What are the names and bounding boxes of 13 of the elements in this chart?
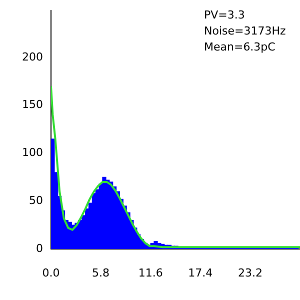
x-tick-label: 17.4 bbox=[188, 266, 213, 280]
annotation: PV=3.3 bbox=[204, 8, 245, 22]
x-tick-label: 0.0 bbox=[42, 266, 60, 280]
x-tick-label: 11.6 bbox=[138, 266, 163, 280]
x-tick-label: 23.2 bbox=[238, 266, 262, 280]
y-tick-label: 50 bbox=[29, 194, 43, 207]
y-tick-label: 150 bbox=[22, 98, 43, 112]
x-tick-label: 5.8 bbox=[92, 266, 110, 280]
y-tick-label: 0 bbox=[36, 242, 43, 255]
y-tick-label: 100 bbox=[22, 146, 43, 160]
annotation: Noise=3173Hz bbox=[204, 24, 286, 38]
annotation: Mean=6.3pC bbox=[204, 40, 276, 54]
y-tick-label: 200 bbox=[22, 50, 43, 64]
